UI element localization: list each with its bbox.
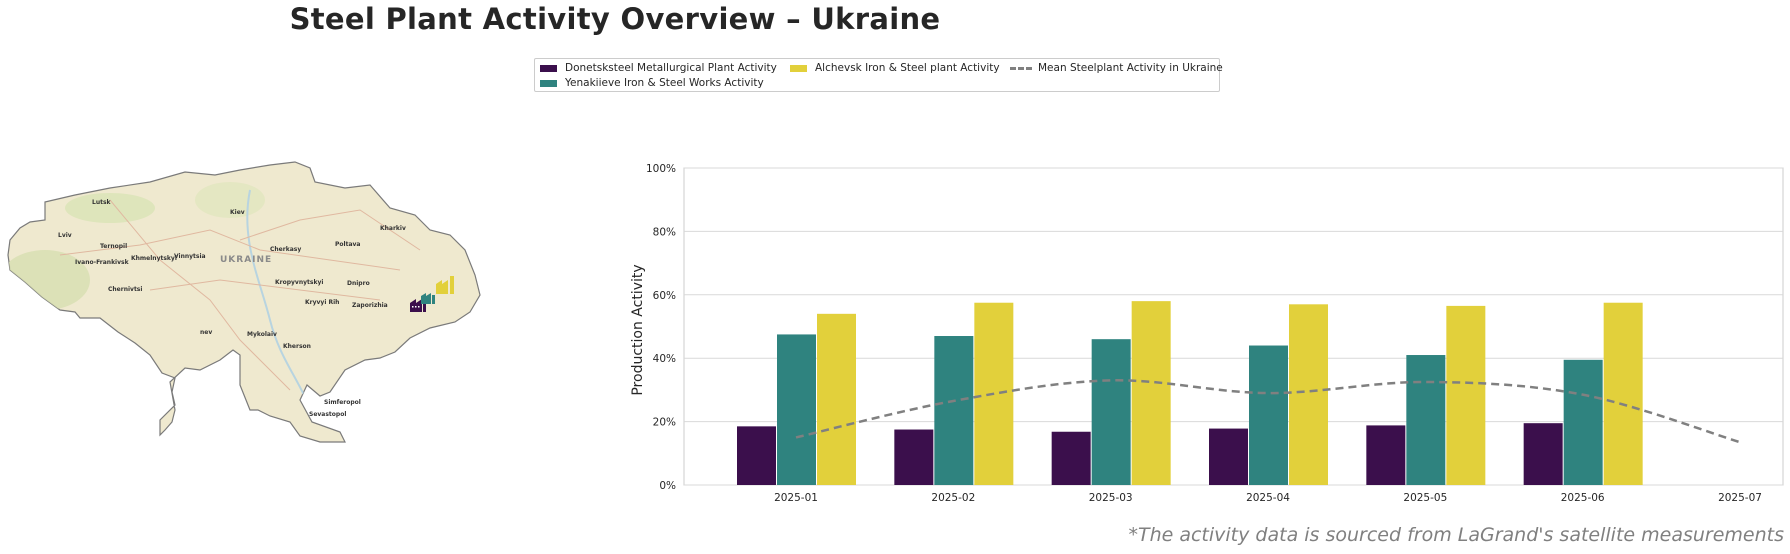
legend-item-mean: Mean Steelplant Activity in Ukraine <box>1010 62 1223 74</box>
city-label: Mykolaiv <box>247 331 277 338</box>
bar <box>894 429 934 485</box>
bar <box>1563 359 1603 485</box>
legend: Donetsksteel Metallurgical Plant Activit… <box>534 58 1223 92</box>
city-label: Cherkasy <box>270 246 301 253</box>
bar <box>1446 305 1486 485</box>
bar <box>1603 302 1643 485</box>
mean-line <box>795 379 1741 444</box>
legend-item-alchevsk: Alchevsk Iron & Steel plant Activity <box>790 62 1000 74</box>
legend-dash-mean <box>1010 66 1032 70</box>
y-tick-label: 0% <box>659 480 676 492</box>
y-axis-label: Production Activity <box>630 264 646 395</box>
legend-swatch-yenakiieve <box>540 79 557 87</box>
city-label: Chernivtsi <box>108 286 142 293</box>
city-label: Kryvyi Rih <box>305 299 339 306</box>
city-label: Ivano-Frankivsk <box>75 259 130 266</box>
bar <box>737 426 776 485</box>
bar <box>1289 304 1328 485</box>
city-label: Kharkiv <box>380 225 406 232</box>
legend-item-donetsksteel: Donetsksteel Metallurgical Plant Activit… <box>540 62 777 74</box>
city-label: Ternopil <box>100 243 127 250</box>
city-label: nev <box>200 329 212 336</box>
bar <box>1131 301 1171 485</box>
city-label: Poltava <box>335 241 360 248</box>
bar <box>1249 345 1288 485</box>
bars <box>737 301 1643 485</box>
bar <box>1523 423 1563 485</box>
ukraine-map: Lutsk Kiev Kharkiv Lviv Ternopil Khmelny… <box>7 161 481 443</box>
city-label: Kropyvnytskyi <box>275 279 323 286</box>
bar <box>1091 339 1131 485</box>
legend-swatch-donetsksteel <box>540 64 557 72</box>
x-ticks: 2025-01 2025-02 2025-03 2025-04 2025-05 2025-… <box>774 492 1762 504</box>
ukraine-outline <box>7 161 481 443</box>
x-tick-label: 2025-01 <box>774 492 818 504</box>
mean-activity-line <box>795 379 1741 444</box>
city-label: Sevastopol <box>309 411 346 418</box>
x-tick-label: 2025-04 <box>1246 492 1290 504</box>
city-label: Lutsk <box>92 199 112 206</box>
factory-icon-yenakiieve <box>421 293 435 304</box>
y-tick-label: 40% <box>653 353 676 365</box>
city-label: Vinnytsia <box>174 253 206 260</box>
bar <box>934 336 974 485</box>
bar <box>1406 355 1446 485</box>
y-tick-label: 20% <box>653 417 676 429</box>
chart-title: Steel Plant Activity Overview – Ukraine <box>289 2 941 36</box>
x-tick-label: 2025-07 <box>1718 492 1762 504</box>
city-label: Lviv <box>58 232 72 239</box>
bar <box>817 313 856 485</box>
legend-label-donetsksteel: Donetsksteel Metallurgical Plant Activit… <box>565 62 777 74</box>
legend-label-alchevsk: Alchevsk Iron & Steel plant Activity <box>815 62 1000 74</box>
city-label: Zaporizhia <box>352 302 388 309</box>
x-tick-label: 2025-03 <box>1089 492 1133 504</box>
x-tick-label: 2025-02 <box>931 492 975 504</box>
map-city-labels: Lutsk Kiev Kharkiv Lviv Ternopil Khmelny… <box>58 199 406 418</box>
y-ticks: 0% 20% 40% 60% 80% 100% <box>646 163 676 492</box>
city-label: Dnipro <box>347 280 370 287</box>
legend-swatch-alchevsk <box>790 64 807 72</box>
factory-icon-alchevsk <box>436 276 454 294</box>
bar <box>1209 428 1248 485</box>
x-tick-label: 2025-06 <box>1561 492 1605 504</box>
city-label: Khmelnytskyi <box>131 255 177 262</box>
city-label: Kherson <box>283 343 311 350</box>
city-label: Simferopol <box>324 399 361 406</box>
y-tick-label: 60% <box>653 290 676 302</box>
bar <box>777 334 816 485</box>
bar-chart: 0% 20% 40% 60% 80% 100% 2025-01 2025-02 2025-03… <box>630 163 1784 504</box>
factory-icon-donetsksteel <box>410 299 426 312</box>
legend-label-yenakiieve: Yenakiieve Iron & Steel Works Activity <box>565 77 764 89</box>
y-tick-label: 80% <box>653 226 676 238</box>
bar <box>1051 431 1091 485</box>
city-label: Kiev <box>230 209 245 216</box>
y-tick-label: 100% <box>646 163 676 175</box>
legend-label-mean: Mean Steelplant Activity in Ukraine <box>1038 62 1223 74</box>
map-country-label: UKRAINE <box>220 255 272 265</box>
bar <box>1366 425 1406 485</box>
legend-item-yenakiieve: Yenakiieve Iron & Steel Works Activity <box>540 77 764 89</box>
x-tick-label: 2025-05 <box>1403 492 1447 504</box>
source-note: *The activity data is sourced from LaGra… <box>1128 524 1784 546</box>
